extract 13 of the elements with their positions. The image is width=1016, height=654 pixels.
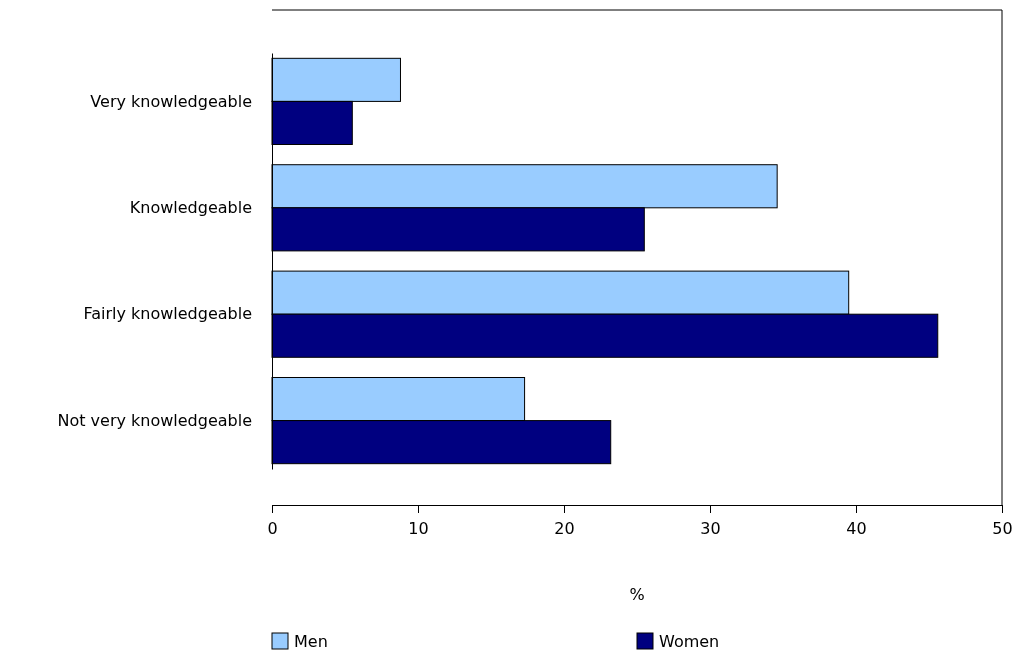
x-tick-label: 30 [700,519,721,539]
y-tick-label: Very knowledgeable [90,91,252,111]
y-tick-label: Not very knowledgeable [57,410,252,430]
x-tick-label: 50 [992,519,1013,539]
legend-label: Men [294,632,328,651]
x-tick-label: 0 [267,519,278,539]
x-tick-label: 10 [408,519,429,539]
x-tick-label: 20 [554,519,575,539]
y-tick-label: Knowledgeable [129,197,252,217]
x-tick-label: 40 [846,519,867,539]
y-tick-label: Fairly knowledgeable [83,304,252,324]
legend-label: Women [659,632,720,651]
x-axis-title: % [629,585,645,604]
